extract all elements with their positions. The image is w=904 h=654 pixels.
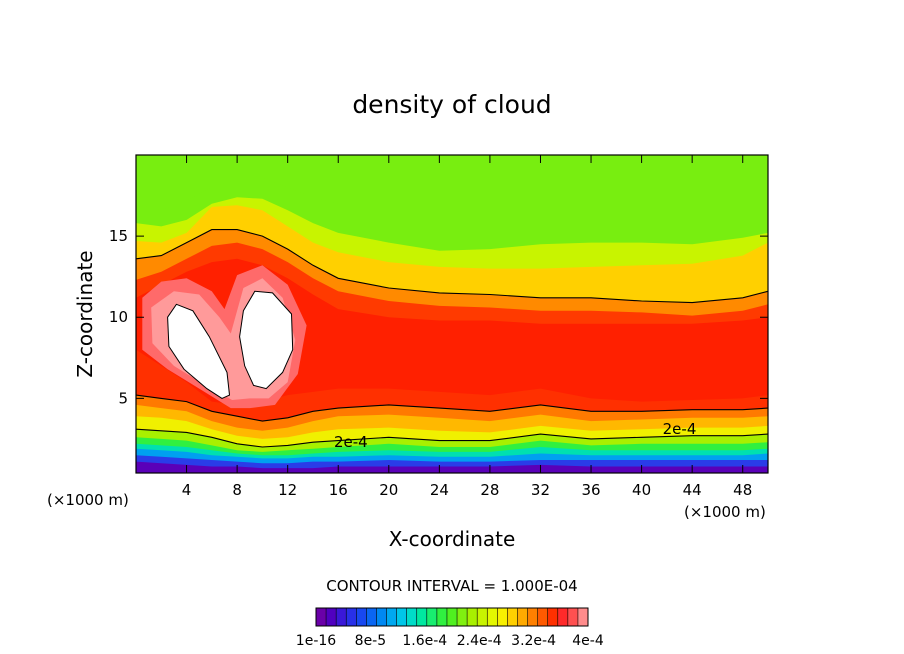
x-tick-label: 40 [632, 481, 651, 499]
colorbar-frame [315, 607, 589, 627]
colorbar-swatch [487, 608, 498, 626]
density-band-16 [136, 461, 768, 473]
colorbar-swatch [436, 608, 448, 626]
colorbar-swatch [517, 608, 528, 626]
colorbar-tick-label: 3.2e-4 [511, 633, 556, 649]
contour-lines: 2e-4 2e-4 [136, 229, 768, 451]
x-tick-label: 48 [733, 481, 752, 499]
density-maxima [142, 265, 307, 409]
colorbar-swatch [567, 608, 579, 626]
x-tick-label: 24 [430, 481, 449, 499]
contour-line-3 [136, 428, 768, 448]
colorbar-labels: 1e-16 8e-5 1.6e-4 2.4e-4 3.2e-4 4e-4 [296, 633, 604, 649]
colorbar-swatch [557, 608, 569, 626]
contour-label: 2e-4 [663, 420, 697, 438]
density-core-4 [239, 290, 294, 390]
colorbar-tick-label: 8e-5 [355, 633, 386, 649]
colorbar-swatch [386, 608, 397, 626]
contour-label: 2e-4 [334, 433, 368, 451]
x-axis-label: X-coordinate [389, 527, 516, 551]
colorbar-swatch [507, 608, 518, 626]
colorbar-swatch [366, 608, 377, 626]
x-unit-label-right: (×1000 m) [684, 503, 766, 521]
x-tick-label: 20 [379, 481, 398, 499]
colorbar-swatch [396, 608, 407, 626]
y-tick-label: 15 [109, 227, 128, 245]
y-axis-ticks: 5 10 15 [109, 227, 768, 407]
x-tick-label: 32 [531, 481, 550, 499]
y-tick-label: 5 [118, 389, 128, 407]
density-core-3 [167, 303, 231, 399]
colorbar-swatch [346, 608, 357, 626]
contour-line-1 [136, 229, 768, 304]
y-axis-label: Z-coordinate [73, 250, 97, 377]
x-axis-ticks: 4 8 12 16 20 24 28 32 36 40 44 48 [182, 155, 752, 499]
plot-frame [135, 154, 769, 474]
x-tick-label: 4 [182, 481, 192, 499]
colorbar-swatch [446, 608, 458, 626]
x-tick-label: 44 [683, 481, 702, 499]
contour-interval-text: CONTOUR INTERVAL = 1.000E-04 [326, 577, 577, 595]
x-tick-label: 8 [232, 481, 242, 499]
y-tick-label: 10 [109, 308, 128, 326]
colorbar-tick-label: 4e-4 [572, 633, 604, 649]
x-tick-label: 12 [278, 481, 297, 499]
colorbar-tick-label: 2.4e-4 [457, 633, 502, 649]
colorbar-swatch [527, 608, 538, 626]
contour-line-2 [136, 394, 768, 422]
colorbar [315, 607, 589, 627]
colorbar-swatch [406, 608, 417, 626]
plot-area: 2e-4 2e-4 [136, 155, 768, 473]
x-unit-label-left: (×1000 m) [47, 491, 129, 509]
colorbar-swatch [577, 608, 589, 626]
colorbar-swatch [467, 608, 478, 626]
colorbar-swatch [326, 608, 337, 626]
colorbar-swatch [457, 608, 468, 626]
x-tick-label: 36 [581, 481, 600, 499]
colorbar-swatch [537, 608, 548, 626]
colorbar-swatch [497, 608, 508, 626]
colorbar-swatch [416, 608, 428, 626]
x-tick-label: 28 [480, 481, 499, 499]
colorbar-swatch [356, 608, 367, 626]
colorbar-swatch [547, 608, 558, 626]
colorbar-tick-label: 1e-16 [296, 633, 336, 649]
colorbar-tick-label: 1.6e-4 [402, 633, 447, 649]
x-tick-label: 16 [329, 481, 348, 499]
colorbar-swatch [426, 608, 438, 626]
colorbar-swatch [477, 608, 488, 626]
colorbar-swatch [316, 608, 327, 626]
colorbar-swatch [376, 608, 387, 626]
chart-title: density of cloud [352, 90, 551, 119]
colorbar-swatch [336, 608, 347, 626]
